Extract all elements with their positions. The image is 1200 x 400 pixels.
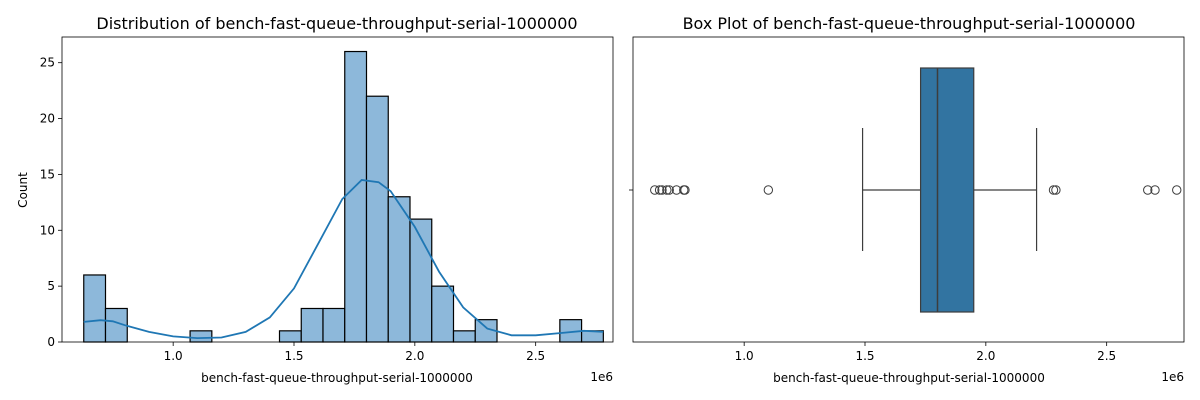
outlier-point <box>657 185 667 195</box>
histogram-bar <box>322 307 346 343</box>
box-plot-title: Box Plot of bench-fast-queue-throughput-… <box>683 14 1136 33</box>
outlier-point <box>763 185 774 195</box>
histogram-y-tick-label: 5 <box>47 279 55 293</box>
outlier-point <box>654 185 665 195</box>
outlier-point <box>1143 185 1153 195</box>
outlier-point <box>1048 185 1059 195</box>
box-plot-x-tick-label: 2.5 <box>1097 349 1116 363</box>
histogram-x-tick-label: 2.5 <box>526 349 545 363</box>
histogram-bar <box>83 274 107 343</box>
histogram-bars <box>83 50 604 343</box>
box-plot-x-axis: 1.0 1.5 2.0 2.5 <box>735 342 1116 363</box>
histogram-title: Distribution of bench-fast-queue-through… <box>96 14 577 33</box>
histogram-y-tick-label: 20 <box>40 112 55 126</box>
histogram-x-tick-label: 1.5 <box>284 349 303 363</box>
histogram-y-tick-label: 10 <box>40 223 55 237</box>
outlier-point <box>650 185 660 195</box>
histogram-y-tick-label: 25 <box>40 56 55 70</box>
histogram-bar <box>365 95 389 343</box>
histogram-chart: Distribution of bench-fast-queue-through… <box>16 14 614 385</box>
outlier-point <box>1051 185 1061 195</box>
box-plot-offset-label: 1e6 <box>1161 370 1184 384</box>
box-plot-x-tick-label: 1.0 <box>735 349 754 363</box>
histogram-x-label: bench-fast-queue-throughput-serial-10000… <box>201 371 473 385</box>
histogram-x-tick-label: 1.0 <box>164 349 183 363</box>
histogram-y-tick-label: 15 <box>40 167 55 181</box>
outlier-point <box>1150 185 1160 195</box>
histogram-y-label: Count <box>16 172 30 208</box>
box-iqr <box>919 67 975 313</box>
histogram-bar <box>387 196 411 343</box>
histogram-bar <box>344 50 368 343</box>
box-plot-marks <box>650 67 1182 313</box>
box-plot-x-label: bench-fast-queue-throughput-serial-10000… <box>773 371 1045 385</box>
box-plot-x-tick-label: 1.5 <box>855 349 874 363</box>
histogram-plot-frame <box>61 36 614 343</box>
histogram-x-tick-label: 2.0 <box>405 349 424 363</box>
histogram-offset-label: 1e6 <box>590 370 613 384</box>
histogram-x-axis: 1.0 1.5 2.0 2.5 <box>164 342 545 363</box>
kde-curve <box>83 179 604 340</box>
histogram-bar <box>300 307 324 343</box>
histogram-bar <box>452 330 476 343</box>
box-plot-chart: Box Plot of bench-fast-queue-throughput-… <box>629 14 1185 385</box>
histogram-bar <box>189 330 213 343</box>
histogram-bar <box>431 285 455 343</box>
outlier-point <box>1172 185 1182 195</box>
histogram-y-tick-label: 0 <box>47 335 55 349</box>
histogram-y-axis: 0 5 10 15 20 25 <box>40 56 62 349</box>
outlier-point <box>664 185 674 195</box>
histogram-bar <box>278 330 302 343</box>
outlier-point <box>680 185 690 195</box>
box-plot-plot-frame <box>632 36 1185 343</box>
box-plot-x-tick-label: 2.0 <box>976 349 995 363</box>
outlier-point <box>662 185 672 195</box>
